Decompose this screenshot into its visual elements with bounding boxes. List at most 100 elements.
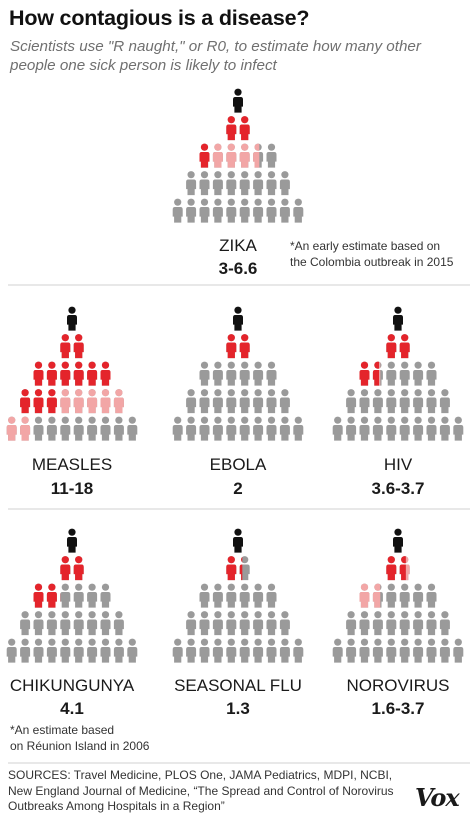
pyramid-zika: ZIKA 3-6.6 *An early estimate based on the … [172,88,454,278]
person-icon [266,143,277,168]
person-icon [73,361,84,386]
footnote-zika: *An early estimate based on [290,239,440,253]
person-icon [73,416,84,441]
person-icon [399,361,410,386]
person-icon [67,306,77,331]
person-icon [186,611,197,636]
person-icon [186,389,197,414]
pyramid-ebola: EBOLA 2 [172,306,304,498]
person-icon [386,389,397,414]
person-icon [253,583,264,608]
person-icon [393,528,403,553]
person-icon [293,416,304,441]
person-icon [127,416,138,441]
person-icon [226,171,237,196]
person-icon [426,638,437,663]
person-icon [226,334,237,359]
pyramid-chikungunya: CHIKUNGUNYA 4.1 *An estimate based on Réuni… [6,528,150,753]
person-icon [386,583,397,608]
person-icon [100,611,111,636]
person-icon [46,583,57,608]
person-icon [46,389,57,414]
person-icon [393,306,403,331]
person-icon [453,416,464,441]
person-icon [87,361,98,386]
person-icon [199,143,210,168]
person-icon [399,556,410,581]
person-icon [186,198,197,223]
person-icon [87,638,98,663]
person-icon [359,611,370,636]
person-icon [239,116,250,141]
person-icon [413,583,424,608]
person-icon [6,638,17,663]
disease-name-chikungunya: CHIKUNGUNYA [10,676,135,695]
person-icon [239,638,250,663]
r0-value-hiv: 3.6-3.7 [372,479,425,498]
person-icon [332,416,343,441]
person-icon [226,611,237,636]
person-icon [46,611,57,636]
person-icon [172,638,183,663]
person-icon [439,389,450,414]
person-icon [279,611,290,636]
person-icon [212,638,223,663]
person-icon [359,389,370,414]
person-icon [386,638,397,663]
person-icon [73,638,84,663]
person-icon [426,416,437,441]
person-icon [279,416,290,441]
person-icon [413,389,424,414]
person-icon [60,416,71,441]
person-icon [212,198,223,223]
person-icon [199,416,210,441]
person-icon [279,198,290,223]
person-icon [372,416,383,441]
person-icon [199,611,210,636]
person-icon [233,88,243,113]
person-icon [33,389,44,414]
r0-value-norovirus: 1.6-3.7 [372,699,425,718]
person-icon [20,416,31,441]
person-icon [46,361,57,386]
footnote-zika: the Colombia outbreak in 2015 [290,255,454,269]
person-icon [239,416,250,441]
person-icon [100,583,111,608]
person-icon [127,638,138,663]
person-icon [226,389,237,414]
person-icon [399,389,410,414]
r0-value-measles: 11-18 [51,479,94,498]
person-icon [100,389,111,414]
sources-note: SOURCES: Travel Medicine, PLOS One, JAMA… [8,768,394,813]
person-icon [226,556,237,581]
person-icon [212,143,223,168]
person-icon [413,416,424,441]
person-icon [426,611,437,636]
person-icon [253,361,264,386]
person-icon [413,611,424,636]
vox-logo: Vox [415,783,460,812]
person-icon [172,416,183,441]
person-icon [87,583,98,608]
person-icon [399,334,410,359]
person-icon [359,416,370,441]
person-icon [266,638,277,663]
person-icon [212,361,223,386]
disease-name-measles: MEASLES [32,455,112,474]
person-icon [386,334,397,359]
person-icon [239,556,250,581]
person-icon [239,361,250,386]
person-icon [399,611,410,636]
person-icon [33,416,44,441]
person-icon [60,334,71,359]
person-icon [279,171,290,196]
person-icon [60,583,71,608]
person-icon [87,389,98,414]
r0-value-chikungunya: 4.1 [60,699,84,718]
person-icon [372,638,383,663]
person-icon [20,389,31,414]
person-icon [100,638,111,663]
pyramid-seasonal-flu: SEASONAL FLU 1.3 [172,528,304,718]
person-icon [73,556,84,581]
disease-name-zika: ZIKA [219,236,257,255]
